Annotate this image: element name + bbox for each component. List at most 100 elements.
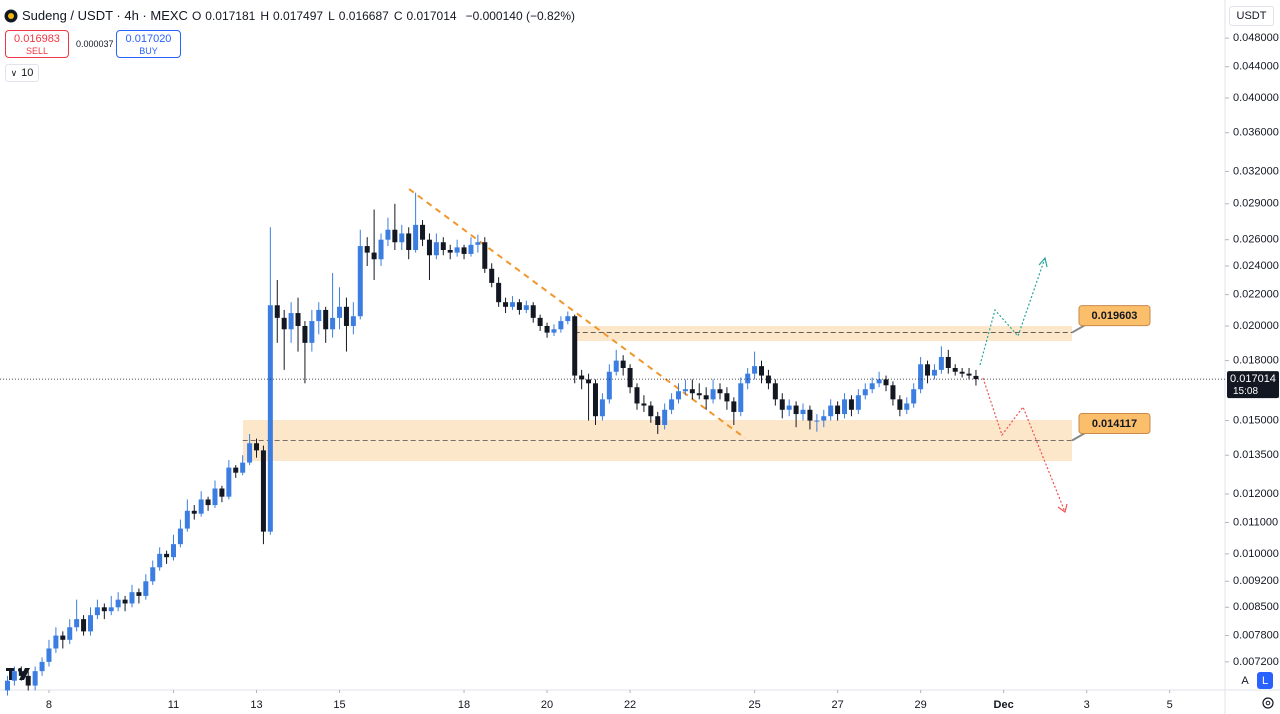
candle-body [848, 399, 854, 410]
candle-body [461, 247, 467, 254]
candle-body [675, 391, 681, 400]
sell-price: 0.016983 [14, 33, 60, 45]
candle-body [890, 385, 896, 400]
x-tick-label: 18 [458, 699, 470, 711]
candle-body [738, 383, 744, 412]
legend: Sudeng / USDT · 4h · MEXC O 0.017181 H 0.01… [4, 8, 579, 23]
candle-body [274, 305, 280, 318]
auto-scale-button[interactable]: A [1237, 672, 1253, 689]
price-tag [1227, 371, 1279, 399]
candle-body [122, 599, 128, 604]
candle-body [254, 443, 260, 451]
sell-button[interactable]: 0.016983 SELL [5, 30, 69, 58]
candle-body [170, 544, 176, 558]
x-tick-label: 20 [541, 699, 553, 711]
log-scale-button[interactable]: L [1257, 672, 1273, 689]
candle-body [440, 242, 446, 250]
candle-body [641, 403, 647, 406]
candle-body [316, 309, 322, 322]
candle-body [11, 671, 17, 681]
candle-body [482, 242, 488, 269]
y-tick-label: 0.036000 [1233, 127, 1279, 139]
candle-body [447, 249, 453, 253]
y-tick-label: 0.044000 [1233, 61, 1279, 73]
candle-body [81, 619, 87, 632]
candle-body [897, 399, 903, 410]
candle-body [821, 416, 827, 421]
candle-body [18, 671, 24, 676]
settings-icon[interactable] [1262, 697, 1274, 709]
candle-body [779, 399, 785, 410]
candle-body [876, 379, 882, 384]
ohlc-label: H [260, 8, 270, 23]
candle-body [689, 389, 695, 394]
candle-body [184, 510, 190, 529]
y-tick-label: 0.012000 [1233, 488, 1279, 500]
candle-body [503, 302, 509, 307]
currency-button[interactable]: USDT [1229, 6, 1274, 26]
candle-body [198, 499, 204, 514]
ohlc-label: C [393, 8, 403, 23]
buy-button[interactable]: 0.017020 BUY [116, 30, 181, 58]
candle-body [579, 375, 585, 380]
auto: A [1241, 674, 1249, 687]
candle-body [572, 316, 578, 376]
candle-body [724, 393, 730, 402]
log: L [1261, 674, 1269, 687]
candle-body [973, 375, 979, 380]
x-tick-label: 25 [748, 699, 760, 711]
candle-body [592, 383, 598, 417]
candle-body [655, 416, 661, 425]
x-tick-label: 8 [46, 699, 52, 711]
candle-body [814, 420, 820, 422]
candle-body [233, 467, 239, 473]
ohlc-label: L [328, 8, 335, 23]
candle-body [343, 306, 349, 326]
candle-body [537, 317, 543, 326]
y-tick-label: 0.048000 [1233, 32, 1279, 44]
indicators-toggle[interactable]: ∨ 10 [5, 64, 39, 82]
candle-body [938, 356, 944, 370]
candle-body [413, 224, 419, 250]
candle-body [606, 371, 612, 400]
candle-body [648, 405, 654, 417]
x-tick-label: 13 [250, 699, 262, 711]
candle-body [800, 409, 806, 415]
x-tick-label: 29 [914, 699, 926, 711]
candle-body [966, 373, 972, 376]
candle-body [669, 399, 675, 410]
candle-body [869, 383, 875, 390]
candle-body [247, 443, 253, 463]
y-tick-label: 0.024000 [1233, 260, 1279, 272]
candle-body [281, 317, 287, 330]
candle-body [613, 360, 619, 372]
candle-body [682, 389, 688, 392]
candle-body [323, 309, 329, 330]
x-tick-label: Dec [994, 699, 1014, 711]
x-tick-label: 27 [831, 699, 843, 711]
candle-body [489, 268, 495, 283]
spread: 0.000037 [76, 39, 114, 49]
candle-body [731, 401, 737, 412]
currency: USDT [1236, 10, 1267, 22]
x-tick-label: 15 [333, 699, 345, 711]
candle-body [745, 373, 751, 384]
symbol-icon [4, 9, 18, 22]
candle-body [357, 246, 363, 317]
candle-body [530, 305, 536, 318]
y-tick-label: 0.009200 [1233, 575, 1279, 587]
arrow-head [1057, 503, 1068, 514]
candle-body [586, 379, 592, 384]
candle-body [835, 405, 841, 415]
candle-body [959, 371, 965, 374]
candle-body [115, 599, 121, 608]
candle-body [143, 581, 149, 596]
y-tick-label: 0.018000 [1233, 355, 1279, 367]
candle-body [433, 242, 439, 256]
candle-body [87, 615, 93, 632]
candle-body [350, 316, 356, 326]
candle-body [904, 403, 910, 410]
candle-body [4, 680, 10, 691]
candle-body [392, 229, 398, 243]
